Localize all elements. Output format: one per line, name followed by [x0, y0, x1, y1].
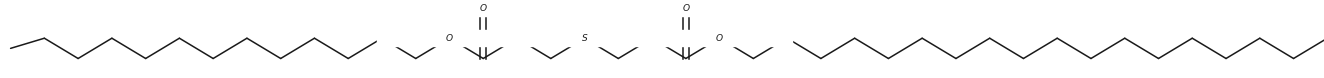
Text: O: O [479, 4, 487, 13]
Text: O: O [446, 34, 453, 43]
Text: S: S [581, 34, 588, 43]
Text: O: O [716, 34, 723, 43]
Text: O: O [682, 4, 690, 13]
